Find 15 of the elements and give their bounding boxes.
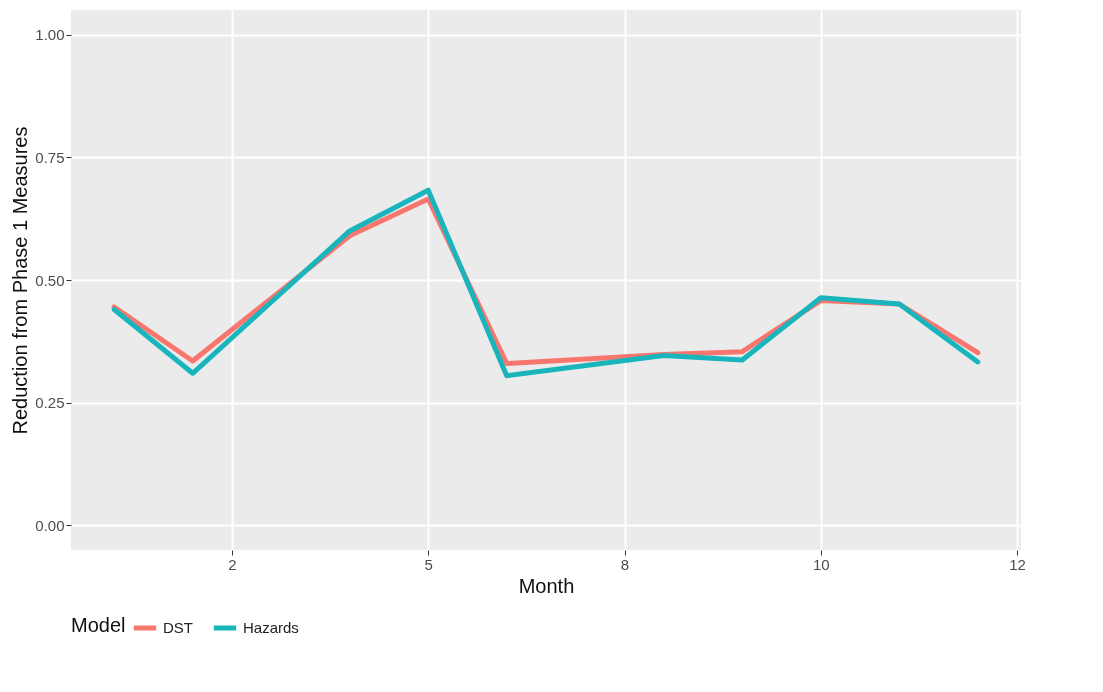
y-tick-label: 1.00	[35, 26, 65, 44]
x-tick-label: 8	[620, 555, 630, 573]
y-tick-label: 0.25	[35, 394, 65, 412]
x-tick-label: 5	[424, 555, 433, 573]
y-tick-label: 0.00	[35, 516, 65, 534]
y-axis-title: Reduction from Phase 1 Measures	[9, 126, 32, 435]
x-axis-title: Month	[518, 574, 575, 597]
legend-label: DST	[163, 619, 193, 636]
y-tick-label: 0.50	[35, 271, 65, 289]
y-tick-label: 0.75	[35, 148, 65, 166]
legend-title: Model	[71, 614, 126, 636]
x-tick-label: 2	[228, 555, 237, 573]
legend-label: Hazards	[243, 619, 299, 636]
x-tick-label: 10	[812, 555, 830, 573]
x-tick-label: 12	[1009, 555, 1026, 573]
